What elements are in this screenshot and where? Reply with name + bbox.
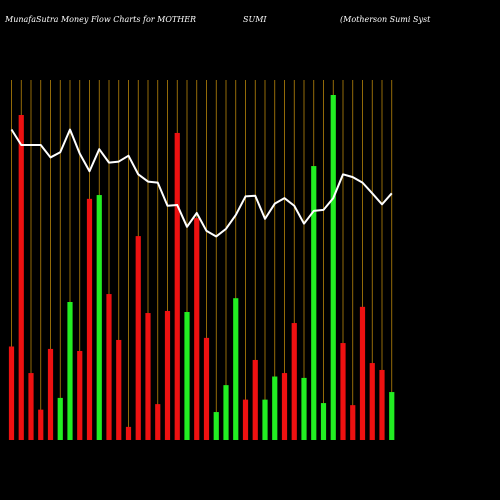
bar: [262, 399, 268, 440]
bar: [330, 95, 336, 440]
bar: [174, 132, 180, 440]
bar: [379, 369, 385, 440]
bar: [57, 397, 63, 440]
title-left: MunafaSutra Money Flow Charts for MOTHER: [4, 15, 196, 24]
bar: [233, 298, 239, 440]
bar: [18, 115, 24, 440]
bar: [203, 337, 210, 440]
bar: [8, 346, 15, 440]
money-flow-bars: [8, 95, 395, 440]
bar: [301, 377, 307, 440]
bar: [67, 302, 73, 440]
bar: [77, 350, 83, 440]
bar: [194, 218, 200, 440]
bar: [223, 385, 229, 440]
money-flow-line: [10, 128, 393, 238]
bar: [86, 198, 93, 440]
bar: [281, 373, 288, 440]
title-middle: SUMI: [243, 15, 267, 24]
bar: [272, 376, 278, 440]
bar: [184, 312, 190, 440]
bar: [116, 339, 122, 440]
bar: [155, 404, 161, 440]
bar: [389, 392, 395, 440]
bar: [369, 363, 375, 440]
bar: [164, 310, 171, 440]
bar: [242, 399, 249, 440]
bar: [96, 195, 102, 440]
bar: [350, 405, 356, 440]
bar: [106, 294, 112, 440]
bar: [320, 403, 327, 440]
bar: [125, 426, 132, 440]
bar: [47, 348, 54, 440]
bar: [291, 323, 297, 440]
bar: [252, 359, 258, 440]
title-right: (Motherson Sumi Syst: [340, 15, 431, 24]
bar: [359, 306, 366, 440]
series-line: [10, 128, 393, 238]
bar: [311, 166, 317, 440]
bar: [38, 409, 44, 440]
bar: [340, 343, 346, 440]
bar: [135, 236, 141, 440]
bar: [145, 313, 151, 440]
bar: [213, 412, 219, 440]
bar: [28, 373, 34, 440]
